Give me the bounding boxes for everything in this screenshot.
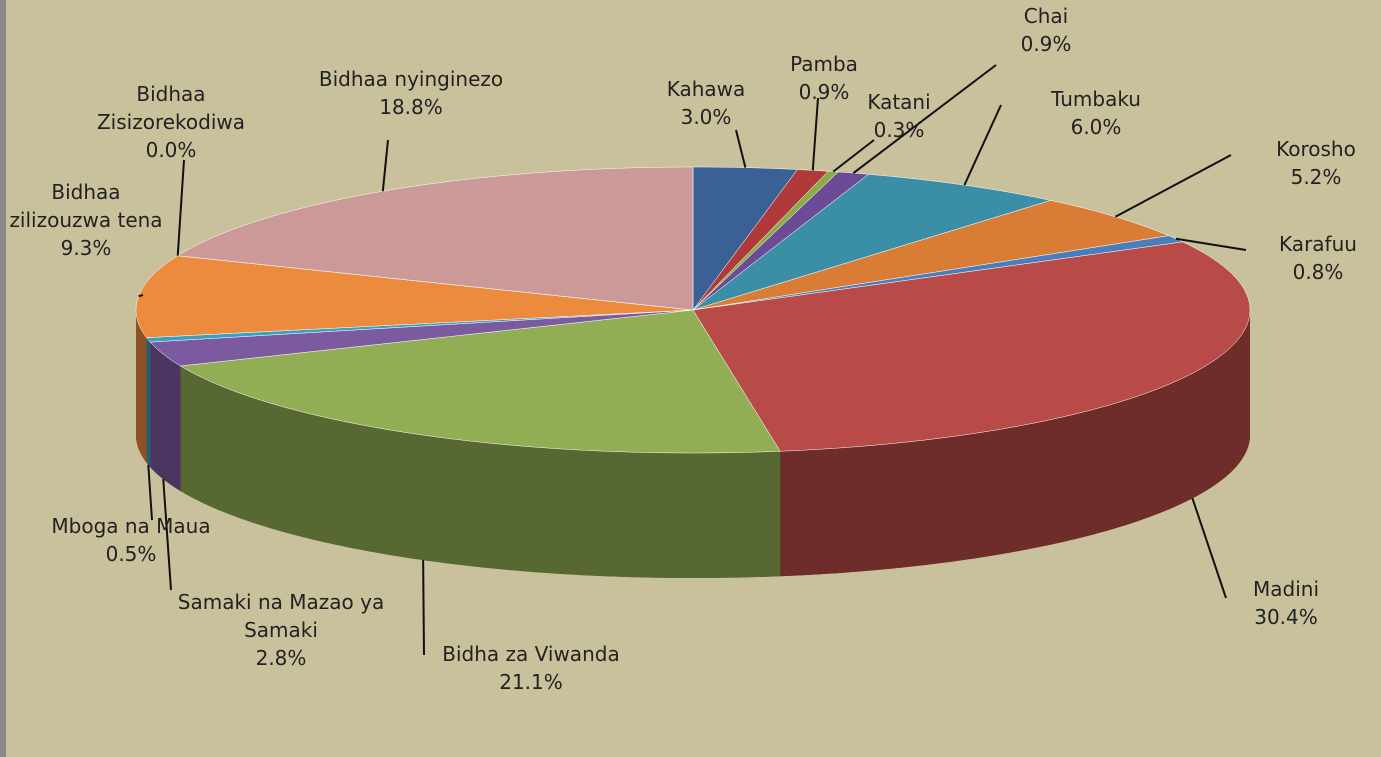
label-category: Korosho bbox=[1276, 137, 1356, 161]
data-label: Korosho 5.2% bbox=[1256, 135, 1376, 191]
pie-canvas bbox=[135, 64, 1251, 656]
label-category: Mboga na Maua bbox=[51, 514, 211, 538]
data-label: Pamba 0.9% bbox=[774, 50, 874, 106]
data-label: Katani 0.3% bbox=[849, 88, 949, 144]
label-category: Madini bbox=[1253, 577, 1319, 601]
slice bbox=[179, 309, 781, 454]
leader-line bbox=[138, 294, 144, 298]
slice-side bbox=[136, 310, 147, 463]
slice-side bbox=[180, 365, 781, 578]
slice bbox=[692, 166, 798, 311]
label-category: Bidhaa zilizouzwa tena bbox=[9, 180, 163, 232]
label-category: Pamba bbox=[790, 52, 858, 76]
leader-line bbox=[1114, 154, 1232, 218]
slice bbox=[692, 169, 829, 311]
data-label: Kahawa 3.0% bbox=[646, 75, 766, 131]
label-value: 0.9% bbox=[1020, 32, 1072, 56]
slice-side bbox=[146, 337, 151, 468]
label-value: 18.8% bbox=[379, 95, 443, 119]
label-category: Bidha za Viwanda bbox=[442, 642, 620, 666]
data-label: Tumbaku 6.0% bbox=[1026, 85, 1166, 141]
data-label: Mboga na Maua 0.5% bbox=[11, 512, 251, 568]
label-category: Katani bbox=[867, 90, 931, 114]
leader-line bbox=[735, 129, 747, 168]
label-value: 2.8% bbox=[255, 646, 307, 670]
leader-line bbox=[1191, 497, 1227, 599]
data-label: Chai 0.9% bbox=[996, 2, 1096, 58]
data-label: Bidhaa nyinginezo 18.8% bbox=[291, 65, 531, 121]
label-value: 6.0% bbox=[1070, 115, 1122, 139]
leader-line bbox=[147, 464, 153, 521]
slice bbox=[692, 200, 1170, 311]
label-value: 3.0% bbox=[680, 105, 732, 129]
slice bbox=[176, 166, 694, 311]
leader-line bbox=[422, 560, 425, 656]
leader-line bbox=[811, 97, 819, 171]
label-value: 0.8% bbox=[1292, 260, 1344, 284]
leader-line bbox=[162, 479, 172, 591]
leader-line bbox=[963, 104, 1002, 186]
data-label: Bidha za Viwanda 21.1% bbox=[411, 640, 651, 696]
label-value: 0.5% bbox=[105, 542, 157, 566]
leader-line bbox=[1175, 237, 1247, 251]
label-value: 0.3% bbox=[873, 118, 925, 142]
label-value: 9.3% bbox=[60, 236, 112, 260]
label-value: 21.1% bbox=[499, 670, 563, 694]
label-category: Bidhaa nyinginezo bbox=[318, 67, 504, 91]
data-label: Madini 30.4% bbox=[1226, 575, 1346, 631]
label-value: 0.9% bbox=[798, 80, 850, 104]
label-category: Karafuu bbox=[1279, 232, 1357, 256]
slice bbox=[692, 241, 1251, 452]
label-value: 0.0% bbox=[145, 138, 197, 162]
data-label: Samaki na Mazao ya Samaki 2.8% bbox=[151, 588, 411, 672]
leader-line bbox=[381, 139, 389, 192]
data-label: Bidhaa zilizouzwa tena 9.3% bbox=[6, 178, 166, 262]
label-category: Tumbaku bbox=[1051, 87, 1141, 111]
leader-line bbox=[832, 139, 875, 173]
label-category: Chai bbox=[1023, 4, 1069, 28]
slice-side bbox=[150, 342, 181, 491]
slice bbox=[692, 171, 870, 311]
leader-line bbox=[176, 159, 185, 256]
data-label: Bidhaa Zisizorekodiwa 0.0% bbox=[81, 80, 261, 164]
leader-line bbox=[852, 64, 997, 174]
label-category: Samaki na Mazao ya Samaki bbox=[177, 590, 385, 642]
label-value: 30.4% bbox=[1254, 605, 1318, 629]
label-category: Kahawa bbox=[666, 77, 746, 101]
slice-side bbox=[780, 310, 1250, 577]
slice bbox=[149, 309, 694, 367]
label-category: Bidhaa Zisizorekodiwa bbox=[96, 82, 246, 134]
data-label: Karafuu 0.8% bbox=[1263, 230, 1373, 286]
label-value: 5.2% bbox=[1290, 165, 1342, 189]
